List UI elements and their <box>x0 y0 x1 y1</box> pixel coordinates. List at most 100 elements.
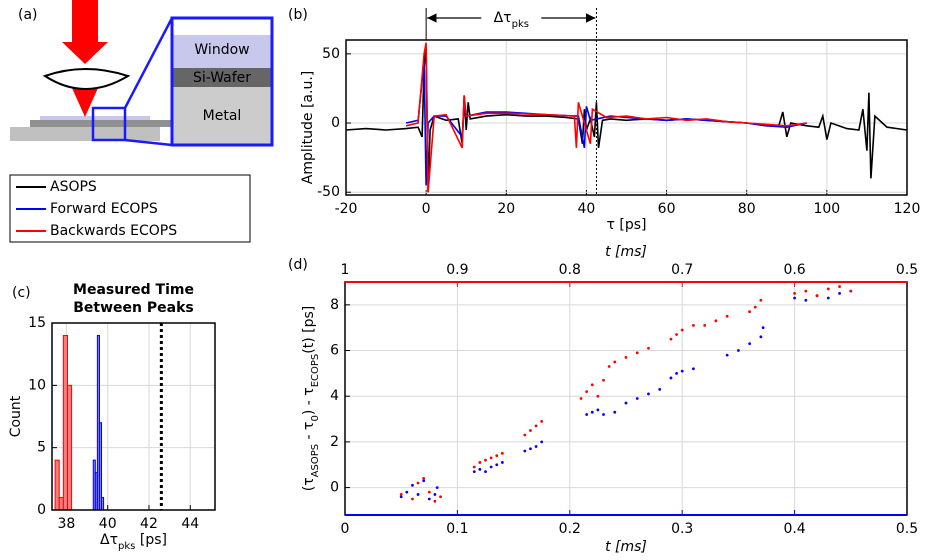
point <box>703 324 707 327</box>
point <box>427 497 431 501</box>
point <box>748 342 752 346</box>
layer-label: Metal <box>203 108 242 124</box>
x-tick-label: 0.3 <box>671 521 693 537</box>
substrate <box>10 127 160 141</box>
y-axis-label: Count <box>8 395 24 437</box>
hist-bar <box>58 497 64 511</box>
chart-title: Between Peaks <box>73 300 193 316</box>
point <box>411 483 414 487</box>
metal-layer <box>172 87 272 145</box>
y-axis-label-part: ) - τ <box>301 387 317 415</box>
point <box>680 328 684 332</box>
beam <box>72 0 98 42</box>
x-tick-label: 0.4 <box>783 521 805 537</box>
x-tick-label: 100 <box>813 201 840 217</box>
point <box>534 424 538 428</box>
annotation-bg <box>481 8 542 28</box>
y-tick-label: 0 <box>37 502 46 518</box>
point <box>529 429 532 432</box>
y-axis-label: (τASOPS - τ0) - τECOPS(t) [ps] <box>301 306 321 491</box>
x-tick-label: 0.1 <box>446 521 468 537</box>
panel-label: (c) <box>12 285 31 301</box>
point <box>596 408 600 412</box>
y-axis-label-part: (t) [ps] <box>301 306 317 354</box>
point <box>585 413 589 416</box>
x-tick-label: 0.5 <box>896 521 918 537</box>
x-axis-label: τ [ps] <box>607 217 647 233</box>
annotation-part: pks <box>512 19 529 30</box>
point <box>495 454 499 458</box>
lens <box>42 68 131 90</box>
point <box>540 440 544 444</box>
point <box>635 397 639 400</box>
point <box>472 470 476 473</box>
point <box>399 493 403 496</box>
x2-tick-label: 0.9 <box>446 262 468 278</box>
chart-title: Measured Time <box>73 282 194 298</box>
point <box>523 433 527 437</box>
legend-box <box>9 174 251 243</box>
legend-label: Forward ECOPS <box>50 201 158 217</box>
y-axis-label-part: - τ <box>301 422 317 444</box>
point <box>793 296 796 300</box>
x-axis-label: Δτpks [ps] <box>100 532 167 552</box>
point <box>635 351 639 355</box>
y-axis-label-part: ECOPS <box>310 354 321 388</box>
x-tick-label: 80 <box>738 201 756 217</box>
point <box>607 365 611 368</box>
plot-frame <box>345 39 908 196</box>
point <box>495 463 499 467</box>
zoom-box <box>91 106 127 142</box>
y-axis-label-part: (τ <box>301 477 317 491</box>
point <box>761 326 765 330</box>
point <box>529 447 532 451</box>
y-tick-label: 5 <box>37 440 46 456</box>
annotation: Δτpks <box>494 10 529 30</box>
point <box>826 296 830 300</box>
point <box>405 490 409 494</box>
point <box>624 355 628 359</box>
x-axis-label-part: [ps] <box>135 532 167 548</box>
point <box>669 337 673 341</box>
point <box>680 369 684 373</box>
legend-label: Backwards ECOPS <box>50 223 177 239</box>
x2-tick-label: 0.6 <box>783 262 805 278</box>
y-axis-label: Amplitude [a.u.] <box>300 71 316 184</box>
point <box>478 467 482 471</box>
x-tick-label: 0.2 <box>559 521 581 537</box>
point <box>500 461 504 464</box>
y-tick-label: 0 <box>330 480 339 496</box>
hist-bar <box>54 459 60 511</box>
x-axis-label-part: pks <box>118 541 135 552</box>
x-tick-label: -20 <box>335 201 358 217</box>
point <box>585 390 589 394</box>
point <box>669 376 673 380</box>
panel-label: (d) <box>288 257 308 273</box>
y-tick-label: 10 <box>28 377 46 393</box>
point <box>399 495 403 499</box>
point <box>590 410 594 414</box>
point <box>439 495 442 499</box>
y-tick-label: 50 <box>322 46 340 62</box>
y-tick-label: -50 <box>317 184 340 200</box>
point <box>675 371 678 375</box>
point <box>489 456 493 460</box>
y-axis-label-part: ASOPS <box>310 444 321 477</box>
point <box>624 401 628 405</box>
point <box>484 470 487 473</box>
annotation-part: Δτ <box>494 10 512 26</box>
point <box>500 451 504 455</box>
point <box>613 360 617 364</box>
zoom-line <box>123 17 174 109</box>
zoom-line <box>124 138 173 147</box>
legend-label: ASOPS <box>50 179 97 195</box>
zoom-frame <box>170 16 274 147</box>
x2-tick-label: 0.7 <box>671 262 693 278</box>
point <box>804 289 808 293</box>
x2-axis-label: t [ms] <box>605 244 647 260</box>
hist-bar <box>101 497 105 511</box>
point <box>692 367 695 371</box>
series-line <box>345 46 908 193</box>
point <box>647 346 650 350</box>
